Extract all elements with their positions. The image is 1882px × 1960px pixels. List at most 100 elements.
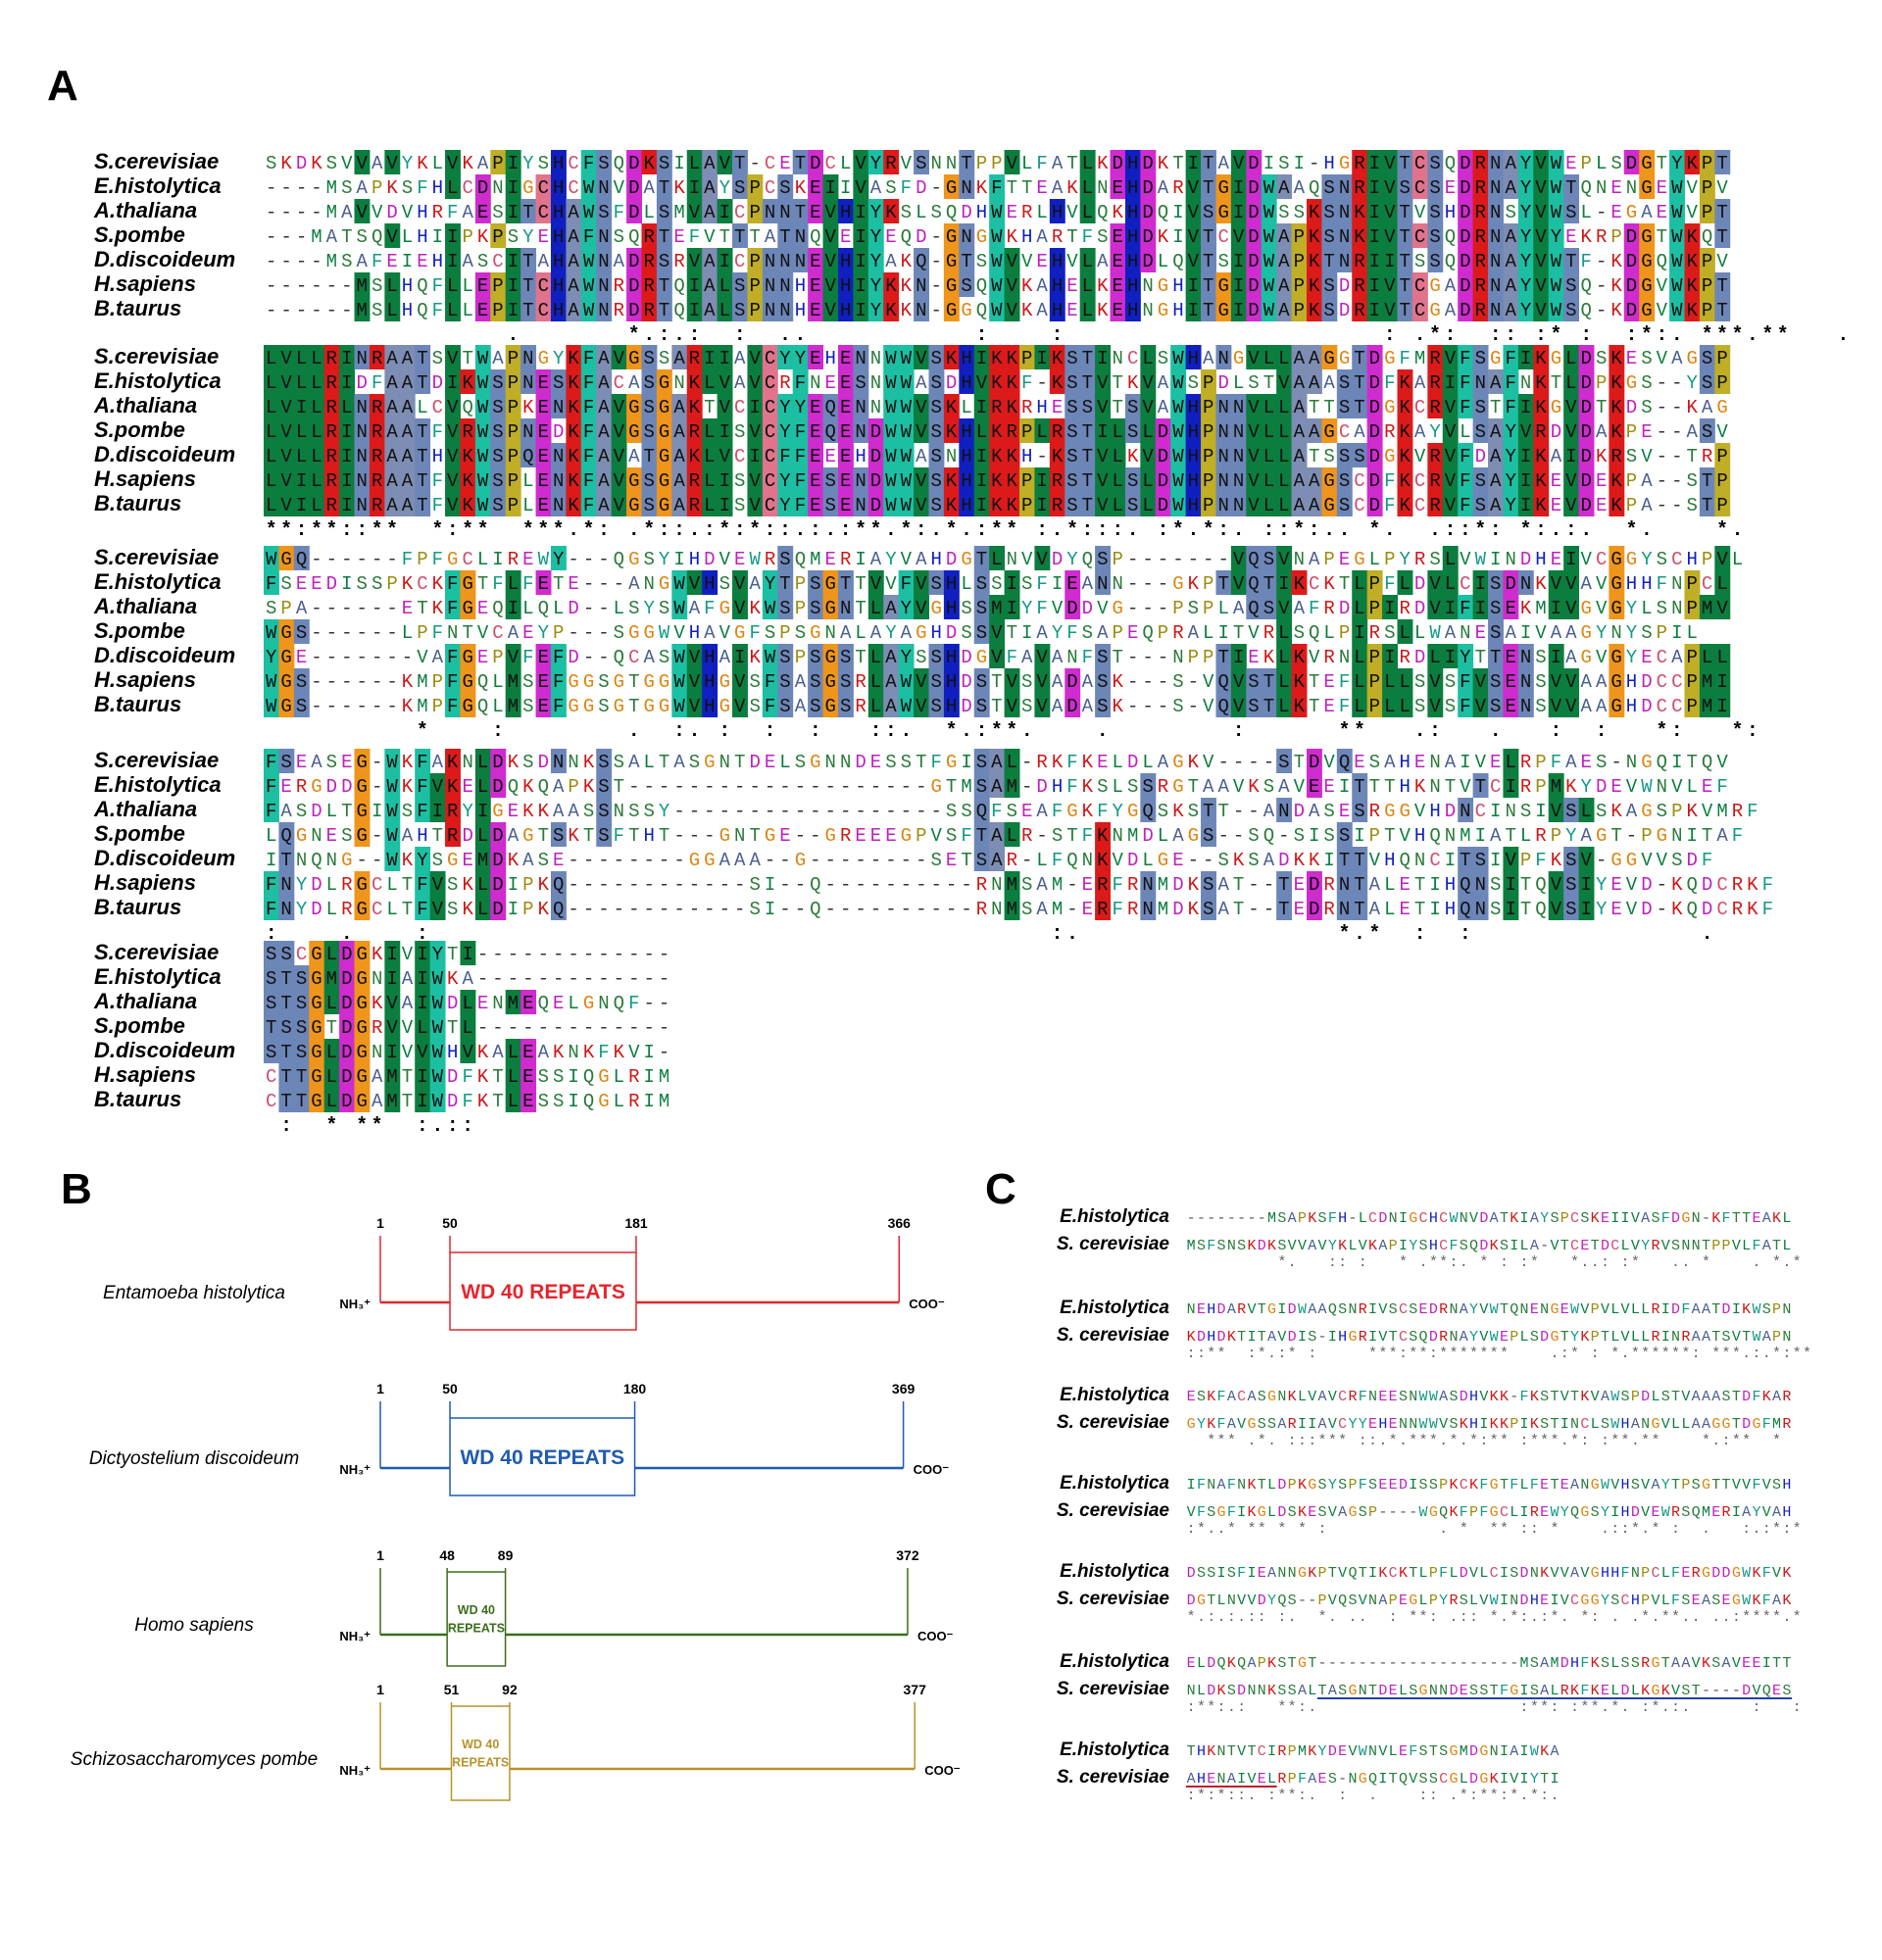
residue: N	[598, 226, 609, 248]
residue: F	[266, 776, 276, 798]
residue: S	[1490, 696, 1501, 717]
residue: -	[734, 776, 745, 798]
residue: Q	[1082, 549, 1093, 570]
residue: T	[1716, 226, 1727, 248]
residue: H	[961, 348, 971, 369]
residue: D	[1479, 1238, 1488, 1254]
residue: I	[1399, 1210, 1408, 1227]
residue: *	[553, 519, 565, 542]
residue	[1565, 324, 1577, 347]
residue: L	[1581, 202, 1592, 223]
residue: F	[1082, 647, 1093, 668]
residue-highlight	[1517, 150, 1534, 174]
residue: G	[916, 622, 926, 644]
residue: N	[1490, 153, 1501, 174]
residue: T	[402, 1091, 413, 1112]
residue: L	[1082, 275, 1093, 297]
residue: F	[1384, 495, 1395, 516]
residue: P	[1716, 372, 1727, 394]
residue: N	[1692, 1210, 1701, 1227]
residue: S	[734, 470, 745, 492]
residue: G	[1610, 598, 1621, 619]
residue-highlight	[1548, 174, 1564, 199]
residue: C	[432, 397, 443, 418]
residue: S	[1490, 671, 1501, 693]
residue: H	[447, 1042, 458, 1063]
residue: H	[1127, 202, 1138, 223]
residue: M	[417, 696, 427, 717]
residue: N	[1217, 446, 1228, 467]
residue: -	[311, 275, 322, 297]
residue-highlight	[1669, 150, 1685, 174]
residue: G	[961, 300, 971, 321]
residue: G	[583, 696, 594, 717]
residue: T	[1354, 348, 1364, 369]
residue: *	[371, 1115, 383, 1138]
residue: V	[1142, 446, 1154, 467]
residue: Y	[779, 470, 791, 492]
residue: V	[825, 300, 837, 321]
residue: F	[1535, 850, 1546, 871]
residue: K	[1052, 372, 1064, 394]
residue: .	[794, 519, 806, 542]
residue: A	[1490, 470, 1502, 492]
residue: N	[614, 801, 624, 822]
residue: R	[1610, 446, 1621, 467]
residue: I	[749, 397, 760, 418]
residue: E	[462, 776, 472, 798]
residue: V	[614, 177, 625, 199]
residue: D	[1066, 696, 1077, 717]
residue: E	[1657, 202, 1667, 223]
residue: S	[598, 752, 609, 773]
residue-highlight	[1079, 150, 1096, 174]
residue: -	[1233, 825, 1244, 847]
residue: S	[976, 752, 987, 773]
residue-highlight	[1669, 199, 1685, 223]
residue: Y	[1460, 647, 1471, 668]
residue: F	[1339, 671, 1350, 693]
residue: T	[1560, 1238, 1569, 1254]
residue: D	[870, 495, 881, 516]
residue: F	[1007, 647, 1017, 668]
residue: -	[644, 944, 655, 965]
residue: K	[946, 470, 958, 492]
residue: -	[916, 850, 926, 871]
residue: M	[1702, 671, 1712, 693]
residue: D	[1127, 850, 1138, 871]
residue: -	[1188, 850, 1199, 871]
residue: I	[825, 177, 836, 199]
residue: A	[1369, 874, 1381, 896]
residue: .	[643, 324, 655, 347]
residue: -	[583, 598, 594, 619]
residue: L	[1158, 251, 1168, 272]
residue: K	[568, 495, 579, 516]
residue: L	[1113, 495, 1123, 516]
residue: S	[1263, 598, 1274, 619]
residue: F	[1460, 397, 1470, 418]
residue: -	[1142, 671, 1153, 693]
residue: T	[417, 421, 427, 443]
residue-highlight	[1382, 199, 1398, 223]
residue: -	[280, 202, 291, 223]
residue: G	[659, 446, 669, 467]
residue-highlight	[837, 248, 854, 272]
residue-highlight	[1548, 150, 1564, 174]
residue: A	[1036, 801, 1048, 822]
residue-highlight	[822, 199, 839, 223]
residue: S	[553, 372, 564, 394]
residue: I	[1520, 1210, 1529, 1227]
residue: I	[1217, 622, 1228, 644]
residue: D	[1248, 226, 1259, 248]
residue: G	[1641, 275, 1652, 297]
residue: H	[1400, 752, 1411, 773]
residue: N	[1217, 397, 1228, 418]
residue: I	[1172, 202, 1183, 223]
residue: S	[1520, 801, 1531, 822]
residue: T	[644, 446, 655, 467]
residue: E	[810, 202, 820, 223]
residue: G	[961, 549, 971, 570]
residue: N	[765, 300, 775, 321]
residue: K	[976, 177, 988, 199]
residue: G	[492, 801, 503, 822]
residue-highlight	[1397, 150, 1413, 174]
